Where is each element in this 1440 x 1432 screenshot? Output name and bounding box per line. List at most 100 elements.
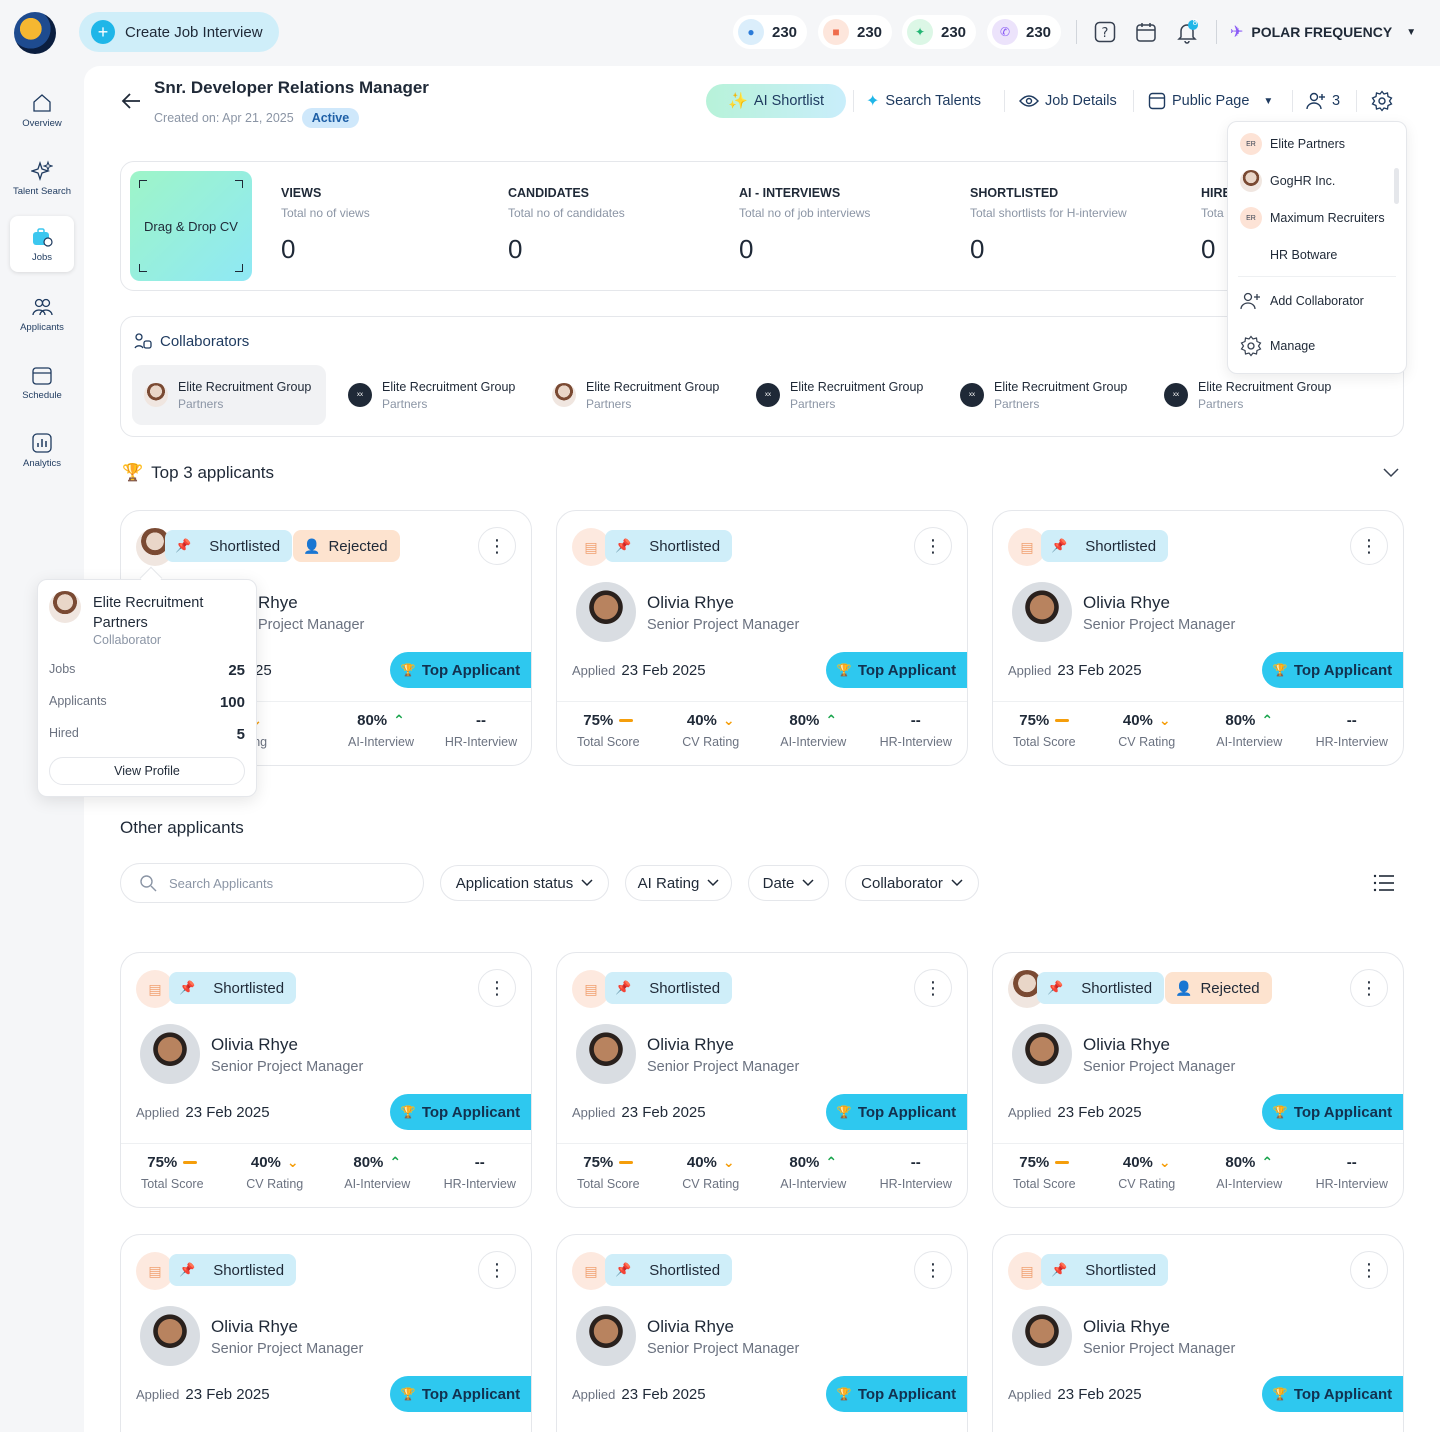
- counter-documents[interactable]: ■ 230: [818, 15, 893, 49]
- rejected-label: Rejected: [328, 537, 388, 555]
- applied-date: 23 Feb 2025: [1057, 1104, 1142, 1121]
- company-switcher[interactable]: ✈ POLAR FREQUENCY ▼: [1230, 18, 1416, 46]
- dropdown-item[interactable]: HR Botware: [1240, 241, 1337, 269]
- shortlisted-badge[interactable]: 📌 Shortlisted: [1041, 530, 1169, 562]
- back-arrow-icon[interactable]: [120, 89, 144, 113]
- nav-applicants[interactable]: Applicants: [10, 286, 74, 342]
- applicant-card[interactable]: ▤ 📌 Shortlisted ⋮ Olivia Rhye Senior Pro…: [556, 952, 968, 1208]
- metric-value: 75%: [1019, 1154, 1050, 1171]
- more-options-button[interactable]: ⋮: [478, 969, 516, 1007]
- collaborator-item[interactable]: xx Elite Recruitment Group Partners: [948, 365, 1142, 425]
- shortlisted-badge[interactable]: 📌 Shortlisted: [1037, 972, 1165, 1004]
- collaborator-item[interactable]: Elite Recruitment Group Partners: [132, 365, 326, 425]
- counter-calls[interactable]: ✆ 230: [987, 15, 1062, 49]
- ai-shortlist-button[interactable]: ✨ AI Shortlist: [706, 84, 846, 118]
- applicant-card[interactable]: ▤ 📌 Shortlisted ⋮ Olivia Rhye Senior Pro…: [120, 952, 532, 1208]
- add-collaborator-button[interactable]: Add Collaborator: [1240, 287, 1364, 315]
- more-options-button[interactable]: ⋮: [1350, 527, 1388, 565]
- nav-analytics[interactable]: Analytics: [10, 422, 74, 478]
- search-talents-button[interactable]: ✦ Search Talents: [866, 84, 981, 118]
- row-value: 25: [228, 662, 245, 679]
- collaborator-item[interactable]: Elite Recruitment Group Partners: [540, 365, 734, 425]
- filter-ai-rating[interactable]: AI Rating: [625, 865, 732, 901]
- applicant-card[interactable]: ▤ 📌 Shortlisted ⋮ Olivia Rhye Senior Pro…: [992, 1234, 1404, 1432]
- counter-ai[interactable]: ✦ 230: [902, 15, 977, 49]
- filter-application-status[interactable]: Application status: [440, 865, 609, 901]
- filter-collaborator[interactable]: Collaborator: [845, 865, 979, 901]
- stat-title: CANDIDATES: [508, 186, 590, 200]
- applied-info: Applied 23 Feb 2025: [1008, 1104, 1142, 1121]
- applicant-card[interactable]: ▤ 📌 Shortlisted ⋮ Olivia Rhye Senior Pro…: [556, 1234, 968, 1432]
- more-options-button[interactable]: ⋮: [478, 1251, 516, 1289]
- help-icon[interactable]: ?: [1091, 18, 1119, 46]
- metric-value: 40%: [250, 1154, 281, 1171]
- trophy-icon: 🏆: [122, 463, 144, 482]
- applicant-card[interactable]: ▤ 📌 Shortlisted ⋮ Olivia Rhye Senior Pro…: [120, 1234, 532, 1432]
- more-options-button[interactable]: ⋮: [1350, 969, 1388, 1007]
- shortlisted-label: Shortlisted: [1081, 979, 1153, 997]
- chevron-down-icon: ⌄: [722, 1154, 735, 1170]
- manage-button[interactable]: Manage: [1240, 332, 1315, 360]
- nav-jobs[interactable]: Jobs: [10, 216, 74, 272]
- view-profile-button[interactable]: View Profile: [49, 757, 245, 785]
- collaborators-icon: [134, 333, 152, 349]
- applied-date: 23 Feb 2025: [185, 1386, 270, 1403]
- collaborator-item[interactable]: xx Elite Recruitment Group Partners: [336, 365, 530, 425]
- filter-date[interactable]: Date: [748, 865, 829, 901]
- shortlisted-badge[interactable]: 📌 Shortlisted: [605, 1254, 733, 1286]
- app-logo[interactable]: [14, 12, 56, 54]
- list-view-icon[interactable]: [1373, 874, 1395, 892]
- settings-gear-icon[interactable]: [1371, 90, 1393, 112]
- dropdown-scrollbar[interactable]: [1394, 168, 1399, 204]
- user-x-icon: 👤: [303, 537, 321, 554]
- drag-drop-cv-zone[interactable]: Drag & Drop CV: [130, 171, 252, 281]
- more-options-button[interactable]: ⋮: [478, 527, 516, 565]
- bell-icon[interactable]: 8: [1173, 18, 1201, 46]
- applicant-card[interactable]: ▤ 📌 Shortlisted ⋮ Olivia Rhye Senior Pro…: [556, 510, 968, 766]
- dropdown-item[interactable]: ER Maximum Recruiters: [1240, 204, 1385, 232]
- dropdown-item[interactable]: GogHR Inc.: [1240, 167, 1335, 195]
- metric-label: CV Rating: [682, 735, 740, 749]
- sparkle-icon: ✨: [727, 93, 748, 110]
- notification-count: 8: [1192, 18, 1198, 27]
- nav-talent-search[interactable]: Talent Search: [10, 150, 74, 206]
- rejected-badge[interactable]: 👤 Rejected: [1165, 972, 1272, 1004]
- metric: 80% ⌃ AI-Interview: [326, 1154, 429, 1191]
- applicant-photo: [1012, 1024, 1072, 1084]
- applicant-card[interactable]: ▤ 📌 Shortlisted ⋮ Olivia Rhye Senior Pro…: [992, 510, 1404, 766]
- nav-overview[interactable]: Overview: [10, 82, 74, 138]
- public-page-button[interactable]: Public Page ▼: [1148, 84, 1273, 118]
- rejected-badge[interactable]: 👤 Rejected: [293, 530, 400, 562]
- neutral-trend-icon: [183, 1161, 198, 1164]
- stat-value: 0: [739, 234, 754, 264]
- search-applicants-input[interactable]: Search Applicants: [120, 863, 424, 903]
- metric: -- HR-Interview: [1301, 1154, 1404, 1191]
- chevron-down-icon[interactable]: [1382, 465, 1400, 479]
- more-options-button[interactable]: ⋮: [1350, 1251, 1388, 1289]
- calendar-icon[interactable]: [1132, 18, 1160, 46]
- dropdown-item-label: Maximum Recruiters: [1270, 211, 1385, 225]
- status-badge: Active: [301, 108, 360, 128]
- shortlisted-badge[interactable]: 📌 Shortlisted: [169, 1254, 297, 1286]
- more-options-button[interactable]: ⋮: [914, 1251, 952, 1289]
- metric-label: CV Rating: [1118, 1177, 1176, 1191]
- dropdown-item[interactable]: ER Elite Partners: [1240, 130, 1345, 158]
- collaborators-toggle[interactable]: 3: [1306, 84, 1340, 118]
- more-options-button[interactable]: ⋮: [914, 969, 952, 1007]
- shortlisted-badge[interactable]: 📌 Shortlisted: [169, 972, 297, 1004]
- nav-schedule[interactable]: Schedule: [10, 354, 74, 410]
- shortlisted-badge[interactable]: 📌 Shortlisted: [605, 530, 733, 562]
- collaborator-item[interactable]: xx Elite Recruitment Group Partners: [744, 365, 938, 425]
- more-options-button[interactable]: ⋮: [914, 527, 952, 565]
- shortlisted-badge[interactable]: 📌 Shortlisted: [1041, 1254, 1169, 1286]
- collaborator-item[interactable]: xx Elite Recruitment Group Partners: [1152, 365, 1346, 425]
- avatar: [1240, 170, 1262, 192]
- score-metrics: 75% Total Score 40% ⌄ CV Rating 80% ⌃ AI-Interv…: [557, 701, 967, 749]
- create-job-interview-button[interactable]: + Create Job Interview: [79, 12, 279, 52]
- shortlisted-badge[interactable]: 📌 Shortlisted: [165, 530, 293, 562]
- job-details-button[interactable]: Job Details: [1019, 84, 1117, 118]
- shortlisted-badge[interactable]: 📌 Shortlisted: [605, 972, 733, 1004]
- counter-users[interactable]: ● 230: [733, 15, 808, 49]
- applicant-card[interactable]: 📌 Shortlisted 👤 Rejected ⋮ Olivia Rhye S…: [992, 952, 1404, 1208]
- collaborator-role: Partners: [586, 396, 632, 411]
